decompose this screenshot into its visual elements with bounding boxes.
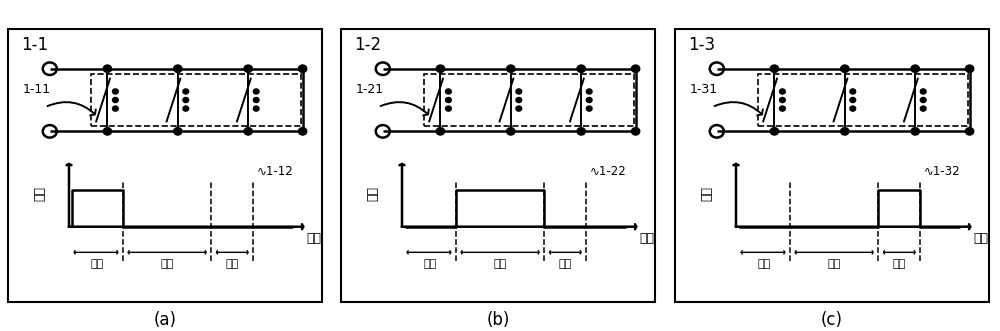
Circle shape	[507, 128, 515, 135]
Circle shape	[103, 65, 112, 72]
Circle shape	[183, 89, 189, 94]
Circle shape	[507, 65, 515, 72]
Circle shape	[586, 106, 592, 111]
Circle shape	[103, 128, 112, 135]
Text: 维持: 维持	[828, 260, 841, 269]
Text: ∿1-22: ∿1-22	[589, 165, 626, 178]
Text: 时间: 时间	[973, 232, 988, 245]
Circle shape	[446, 97, 451, 103]
Circle shape	[965, 65, 974, 72]
Circle shape	[965, 128, 974, 135]
Bar	[758, 74, 968, 126]
Circle shape	[298, 128, 307, 135]
Circle shape	[780, 97, 785, 103]
Text: (a): (a)	[154, 311, 176, 329]
Circle shape	[577, 128, 585, 135]
Circle shape	[631, 65, 640, 72]
Circle shape	[516, 89, 522, 94]
Text: 1-21: 1-21	[356, 83, 384, 96]
Text: 1-11: 1-11	[23, 83, 51, 96]
Text: ∿1-12: ∿1-12	[256, 165, 293, 178]
Circle shape	[586, 89, 592, 94]
Circle shape	[631, 128, 640, 135]
Circle shape	[577, 65, 585, 72]
Bar	[424, 74, 634, 126]
Text: 电压: 电压	[367, 186, 380, 201]
Circle shape	[446, 89, 451, 94]
Circle shape	[516, 97, 522, 103]
Circle shape	[516, 106, 522, 111]
Text: (c): (c)	[821, 311, 843, 329]
Text: 关断: 关断	[893, 260, 906, 269]
Circle shape	[113, 97, 118, 103]
Circle shape	[183, 106, 189, 111]
Text: ∿1-32: ∿1-32	[923, 165, 960, 178]
Circle shape	[841, 65, 849, 72]
Text: 1-3: 1-3	[688, 36, 715, 54]
Text: 开通: 开通	[758, 260, 771, 269]
Text: 电压: 电压	[701, 186, 714, 201]
Circle shape	[850, 106, 856, 111]
Circle shape	[841, 128, 849, 135]
Circle shape	[780, 106, 785, 111]
Circle shape	[436, 65, 445, 72]
Circle shape	[911, 65, 919, 72]
Circle shape	[920, 89, 926, 94]
Circle shape	[780, 89, 785, 94]
Circle shape	[920, 106, 926, 111]
Circle shape	[244, 65, 252, 72]
Circle shape	[586, 97, 592, 103]
Text: 电压: 电压	[34, 186, 47, 201]
Text: 维持: 维持	[494, 260, 507, 269]
Circle shape	[113, 89, 118, 94]
Circle shape	[770, 128, 779, 135]
Text: 1-2: 1-2	[354, 36, 381, 54]
Text: 时间: 时间	[306, 232, 321, 245]
Circle shape	[174, 128, 182, 135]
Circle shape	[253, 106, 259, 111]
Text: 时间: 时间	[639, 232, 654, 245]
Circle shape	[244, 128, 252, 135]
Text: (b): (b)	[486, 311, 510, 329]
Text: 开通: 开通	[91, 260, 104, 269]
Circle shape	[850, 97, 856, 103]
Text: 1-31: 1-31	[690, 83, 718, 96]
Text: 关断: 关断	[559, 260, 572, 269]
Circle shape	[436, 128, 445, 135]
Bar	[91, 74, 301, 126]
Circle shape	[298, 65, 307, 72]
Circle shape	[770, 65, 779, 72]
Circle shape	[253, 97, 259, 103]
Text: 开通: 开通	[424, 260, 437, 269]
Circle shape	[113, 106, 118, 111]
Circle shape	[174, 65, 182, 72]
Text: 维持: 维持	[161, 260, 174, 269]
Circle shape	[183, 97, 189, 103]
Text: 关断: 关断	[226, 260, 239, 269]
Circle shape	[253, 89, 259, 94]
Text: 1-1: 1-1	[21, 36, 48, 54]
Circle shape	[911, 128, 919, 135]
Circle shape	[446, 106, 451, 111]
Circle shape	[850, 89, 856, 94]
Circle shape	[920, 97, 926, 103]
